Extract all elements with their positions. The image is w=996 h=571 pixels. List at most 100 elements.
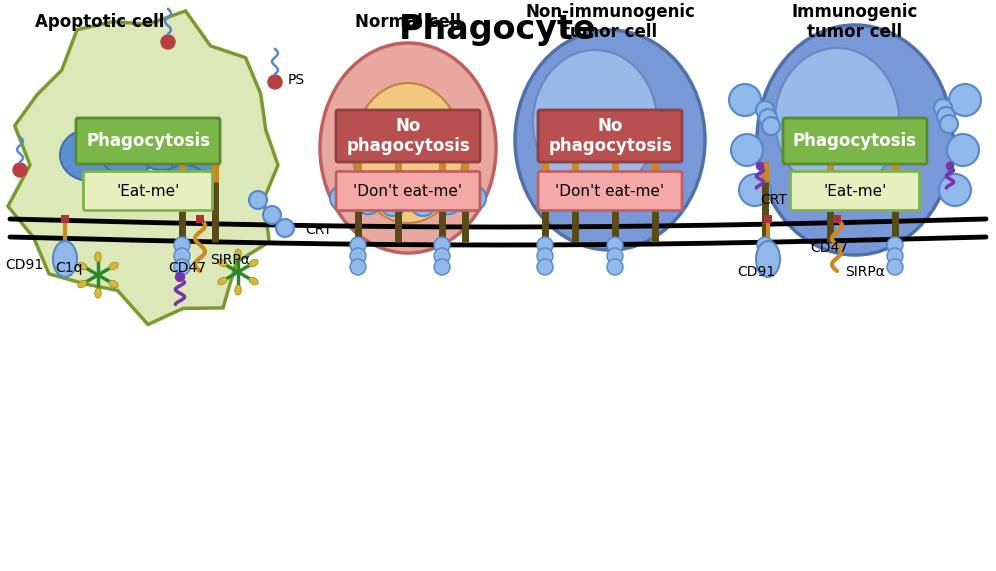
Circle shape	[537, 248, 553, 264]
Circle shape	[434, 174, 442, 182]
Circle shape	[404, 174, 412, 182]
Circle shape	[263, 206, 281, 224]
Ellipse shape	[95, 288, 102, 298]
Circle shape	[435, 188, 461, 214]
Ellipse shape	[60, 129, 120, 181]
Circle shape	[946, 162, 953, 170]
Text: Phagocyte: Phagocyte	[399, 14, 597, 46]
FancyBboxPatch shape	[336, 171, 480, 211]
Ellipse shape	[53, 241, 77, 277]
Ellipse shape	[515, 30, 705, 250]
Circle shape	[757, 237, 773, 253]
FancyBboxPatch shape	[76, 118, 220, 164]
FancyBboxPatch shape	[833, 215, 841, 223]
FancyBboxPatch shape	[84, 171, 212, 211]
Circle shape	[937, 107, 955, 125]
Ellipse shape	[170, 136, 220, 180]
Circle shape	[13, 163, 27, 177]
FancyBboxPatch shape	[764, 215, 772, 223]
Text: 'Don't eat-me': 'Don't eat-me'	[556, 183, 664, 199]
Circle shape	[934, 99, 952, 117]
Ellipse shape	[100, 128, 156, 176]
Text: Immunogenic
tumor cell: Immunogenic tumor cell	[792, 3, 918, 42]
Circle shape	[759, 109, 777, 127]
Ellipse shape	[218, 259, 227, 267]
Ellipse shape	[218, 278, 227, 285]
Circle shape	[739, 174, 771, 206]
Circle shape	[434, 248, 450, 264]
Circle shape	[646, 174, 654, 182]
Text: CRT: CRT	[760, 193, 787, 207]
Circle shape	[757, 248, 773, 264]
Ellipse shape	[249, 278, 258, 285]
Circle shape	[174, 237, 190, 253]
Circle shape	[607, 259, 623, 275]
Ellipse shape	[757, 25, 953, 255]
Circle shape	[851, 174, 859, 182]
Circle shape	[939, 174, 971, 206]
Circle shape	[607, 248, 623, 264]
Ellipse shape	[78, 280, 87, 288]
FancyBboxPatch shape	[791, 171, 919, 211]
Ellipse shape	[775, 48, 899, 192]
Circle shape	[434, 237, 450, 253]
Circle shape	[161, 35, 175, 49]
Text: CD47: CD47	[810, 241, 848, 255]
Ellipse shape	[109, 280, 119, 288]
Circle shape	[887, 259, 903, 275]
FancyBboxPatch shape	[196, 215, 204, 223]
Circle shape	[174, 259, 190, 275]
Circle shape	[330, 185, 356, 211]
Text: 'Eat-me': 'Eat-me'	[824, 183, 886, 199]
Circle shape	[350, 259, 366, 275]
Circle shape	[350, 248, 366, 264]
Text: Non-immunogenic
tumor cell: Non-immunogenic tumor cell	[525, 3, 695, 42]
Text: SIRPα: SIRPα	[210, 253, 250, 267]
Circle shape	[762, 117, 780, 135]
Circle shape	[537, 237, 553, 253]
Circle shape	[596, 174, 604, 182]
Circle shape	[374, 174, 381, 182]
Ellipse shape	[235, 285, 241, 295]
Ellipse shape	[162, 165, 208, 205]
Text: No
phagocytosis: No phagocytosis	[347, 116, 470, 155]
Circle shape	[947, 134, 979, 166]
Circle shape	[537, 259, 553, 275]
Text: 'Don't eat-me': 'Don't eat-me'	[354, 183, 462, 199]
Circle shape	[729, 84, 761, 116]
Circle shape	[622, 174, 628, 182]
FancyBboxPatch shape	[61, 215, 69, 223]
Circle shape	[607, 237, 623, 253]
Circle shape	[757, 259, 773, 275]
Circle shape	[887, 237, 903, 253]
Circle shape	[410, 190, 436, 216]
FancyBboxPatch shape	[783, 118, 927, 164]
Circle shape	[175, 272, 184, 282]
Circle shape	[949, 84, 981, 116]
Circle shape	[940, 115, 958, 133]
Circle shape	[355, 188, 381, 214]
Circle shape	[350, 237, 366, 253]
FancyBboxPatch shape	[538, 110, 682, 162]
Circle shape	[276, 219, 294, 237]
Circle shape	[571, 174, 579, 182]
Ellipse shape	[136, 126, 188, 170]
Circle shape	[434, 259, 450, 275]
FancyBboxPatch shape	[538, 171, 682, 211]
Ellipse shape	[235, 249, 241, 259]
Text: Apoptotic cell: Apoptotic cell	[35, 13, 164, 31]
Ellipse shape	[95, 252, 102, 262]
Circle shape	[887, 248, 903, 264]
Circle shape	[460, 185, 486, 211]
Text: CD47: CD47	[168, 261, 206, 275]
Text: CD91: CD91	[737, 265, 775, 279]
Text: CRT: CRT	[305, 223, 332, 237]
Text: 'Eat-me': 'Eat-me'	[117, 183, 179, 199]
FancyBboxPatch shape	[336, 110, 480, 162]
Text: C1q: C1q	[55, 261, 83, 275]
Text: Normal cell: Normal cell	[355, 13, 461, 31]
Circle shape	[731, 134, 763, 166]
Text: SIRPα: SIRPα	[845, 265, 884, 279]
Circle shape	[380, 190, 406, 216]
Circle shape	[268, 75, 282, 89]
